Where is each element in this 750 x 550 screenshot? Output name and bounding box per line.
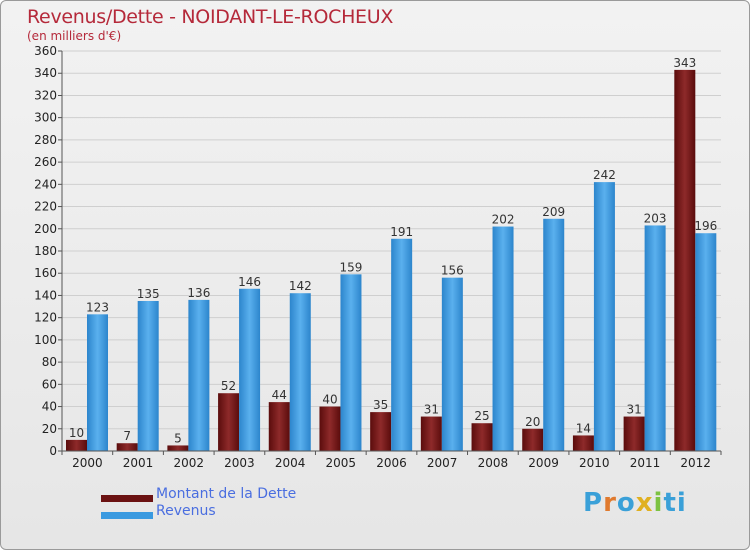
bar-debt	[471, 423, 493, 451]
legend-label-debt: Montant de la Dette	[156, 486, 297, 502]
bar-revenue	[391, 238, 413, 451]
bar-revenue	[543, 218, 565, 451]
data-label-revenue: 209	[542, 205, 565, 219]
bar-debt	[623, 416, 645, 451]
y-tick-label: 180	[34, 244, 57, 258]
legend-swatch-debt	[101, 495, 153, 502]
bar-debt	[319, 406, 341, 451]
x-tick-label: 2003	[224, 456, 255, 470]
bar-debt	[167, 445, 189, 451]
bar-revenue	[239, 288, 261, 451]
y-tick-label: 60	[42, 377, 57, 391]
x-axis-ticks: 2000 2001 2002 2003 2004 2005 2006 2007 2008 2009…	[61, 451, 722, 470]
data-label-debt: 31	[626, 403, 641, 417]
bar-revenue	[441, 277, 463, 451]
y-tick-label: 360	[34, 44, 57, 58]
data-label-debt: 20	[525, 415, 540, 429]
y-tick-label: 120	[34, 311, 57, 325]
y-tick-label: 100	[34, 333, 57, 347]
data-label-debt: 5	[174, 431, 182, 445]
y-tick-label: 280	[34, 133, 57, 147]
y-axis-ticks: 0 20 40 60 80 100 120 140 160 180 200 220 240 260 280 3…	[34, 44, 62, 458]
data-label-revenue: 242	[593, 168, 616, 182]
x-tick-label: 2010	[579, 456, 610, 470]
bar-revenue	[87, 314, 108, 451]
y-tick-label: 260	[34, 155, 57, 169]
data-label-revenue: 196	[694, 219, 717, 233]
y-tick-label: 20	[42, 422, 57, 436]
bar-debt	[522, 428, 544, 451]
x-tick-label: 2011	[630, 456, 661, 470]
x-tick-label: 2012	[680, 456, 711, 470]
data-label-revenue: 142	[289, 279, 312, 293]
data-label-debt: 40	[322, 393, 337, 407]
legend-label-revenue: Revenus	[156, 503, 216, 519]
bar-revenue	[492, 226, 514, 451]
data-label-debt: 35	[373, 398, 388, 412]
chart-title: Revenus/Dette - NOIDANT-LE-ROCHEUX	[27, 6, 394, 28]
x-tick-label: 2006	[376, 456, 407, 470]
data-label-debt: 7	[123, 429, 131, 443]
data-label-revenue: 202	[492, 213, 515, 227]
bar-debt	[116, 443, 138, 451]
legend-swatch-revenue	[101, 512, 153, 519]
y-tick-label: 40	[42, 400, 57, 414]
data-label-debt: 343	[673, 56, 696, 70]
bar-revenue	[695, 233, 717, 451]
bar-debt	[674, 69, 696, 451]
y-tick-label: 0	[49, 444, 57, 458]
data-label-debt: 25	[474, 409, 489, 423]
y-tick-label: 240	[34, 177, 57, 191]
x-tick-label: 2005	[326, 456, 357, 470]
y-tick-label: 80	[42, 355, 57, 369]
y-tick-label: 160	[34, 266, 57, 280]
data-label-debt: 10	[69, 426, 84, 440]
data-label-revenue: 191	[390, 225, 413, 239]
x-tick-label: 2004	[275, 456, 306, 470]
y-tick-label: 320	[34, 88, 57, 102]
y-tick-label: 140	[34, 288, 57, 302]
data-label-debt: 14	[576, 421, 591, 435]
bar-revenue	[289, 293, 311, 451]
bar-debt	[218, 393, 240, 451]
bar-debt	[420, 416, 442, 451]
bar-debt	[268, 402, 290, 451]
bar-revenue	[644, 225, 666, 451]
x-tick-label: 2000	[72, 456, 103, 470]
x-tick-label: 2001	[123, 456, 154, 470]
data-label-debt: 31	[424, 403, 439, 417]
bar-debt	[370, 412, 392, 451]
data-label-revenue: 159	[340, 260, 363, 274]
data-label-revenue: 203	[644, 211, 667, 225]
x-tick-label: 2007	[427, 456, 458, 470]
y-tick-label: 200	[34, 222, 57, 236]
proxiti-logo: Proxiti	[583, 488, 687, 518]
data-label-revenue: 136	[187, 286, 210, 300]
y-tick-label: 340	[34, 66, 57, 80]
bar-revenue	[593, 182, 615, 451]
bars-layer: 10 123 7 135 5 136 52 146 44 142 40 159 35 191 31 156 25…	[66, 56, 717, 451]
bar-revenue	[188, 299, 210, 451]
x-tick-label: 2008	[478, 456, 509, 470]
data-label-debt: 52	[221, 379, 236, 393]
y-tick-label: 220	[34, 200, 57, 214]
chart-subtitle: (en milliers d'€)	[27, 29, 122, 43]
x-tick-label: 2002	[173, 456, 204, 470]
data-label-debt: 44	[272, 388, 287, 402]
bar-revenue	[137, 301, 159, 451]
bar-debt	[66, 439, 87, 451]
data-label-revenue: 123	[86, 300, 109, 314]
x-tick-label: 2009	[528, 456, 559, 470]
data-label-revenue: 146	[238, 275, 261, 289]
bar-debt	[572, 435, 594, 451]
data-label-revenue: 135	[137, 287, 160, 301]
bar-revenue	[340, 274, 362, 451]
data-label-revenue: 156	[441, 264, 464, 278]
y-tick-label: 300	[34, 111, 57, 125]
